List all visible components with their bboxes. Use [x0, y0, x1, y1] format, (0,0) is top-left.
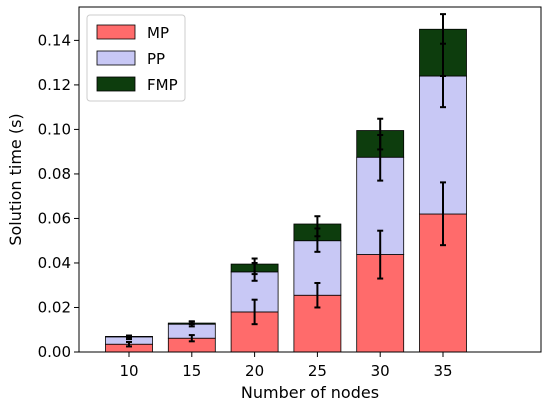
x-tick-label: 20: [245, 362, 264, 380]
y-tick-label: 0.10: [38, 120, 71, 138]
plot-frame: [78, 6, 542, 353]
legend: MP PP FMP: [86, 14, 186, 102]
x-tick-label: 10: [119, 362, 138, 380]
x-tick-label: 15: [182, 362, 201, 380]
y-tick-label: 0.00: [38, 343, 71, 361]
error-bars-layer: [126, 13, 446, 348]
x-axis-label: Number of nodes: [241, 383, 379, 402]
legend-swatch-pp: [96, 50, 136, 66]
y-tick-label: 0.06: [38, 209, 71, 227]
legend-swatch-fmp: [96, 76, 136, 92]
x-axis: 10 15 20 25 30 35: [119, 352, 453, 380]
legend-swatch-mp: [96, 24, 136, 40]
y-tick-label: 0.14: [38, 31, 71, 49]
y-axis: 0.00 0.02 0.04 0.06 0.08 0.10 0.12 0.14: [38, 31, 79, 361]
y-tick-label: 0.08: [38, 165, 71, 183]
y-tick-label: 0.04: [38, 254, 71, 272]
legend-label-fmp: FMP: [147, 76, 178, 94]
x-tick-label: 30: [371, 362, 390, 380]
legend-label-mp: MP: [147, 24, 169, 42]
x-tick-label: 25: [308, 362, 327, 380]
y-tick-label: 0.12: [38, 76, 71, 94]
y-tick-label: 0.02: [38, 298, 71, 316]
x-tick-label: 35: [433, 362, 452, 380]
legend-label-pp: PP: [147, 50, 165, 68]
y-axis-label: Solution time (s): [6, 113, 25, 245]
